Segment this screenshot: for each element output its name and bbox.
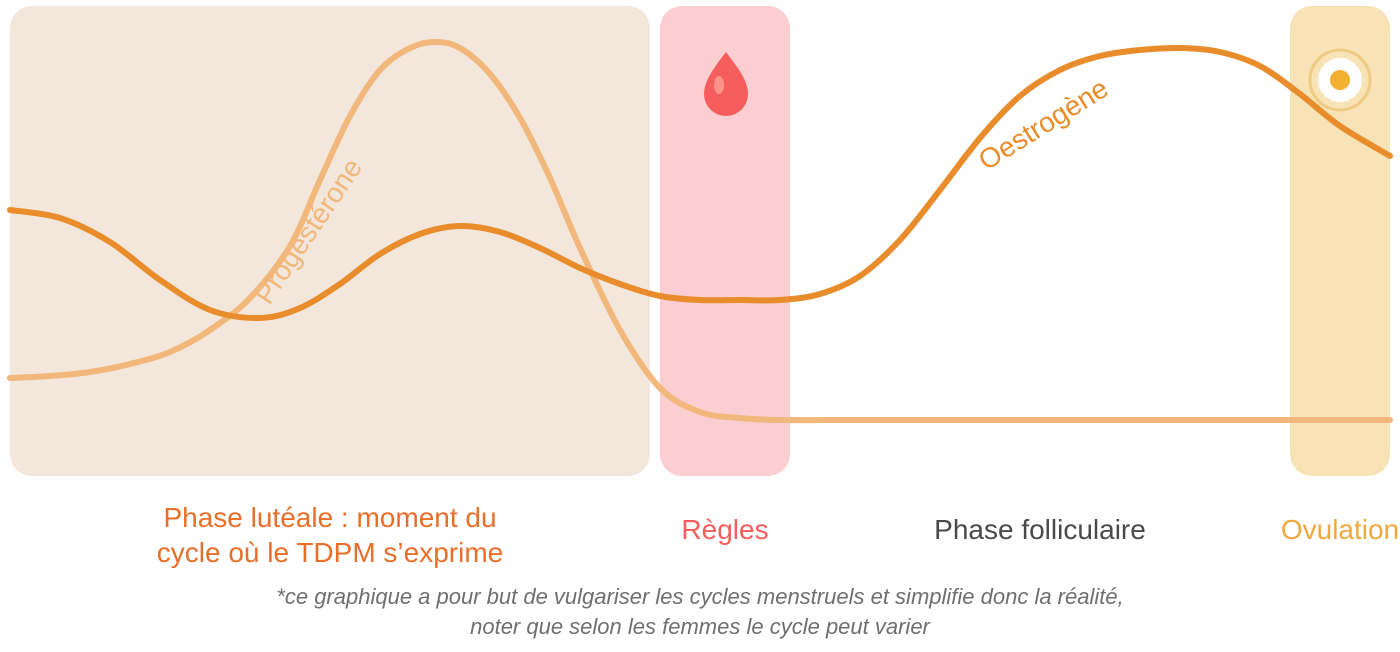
luteal-caption-line2: cycle où le TDPM s’exprime xyxy=(157,537,503,568)
oestrogen-label: Oestrogène xyxy=(973,72,1114,177)
ovulation-caption: Ovulation xyxy=(1140,512,1400,547)
luteal-caption-line1: Phase lutéale : moment du xyxy=(163,502,496,533)
menses-phase-panel xyxy=(660,6,790,476)
footnote: *ce graphique a pour but de vulgariser l… xyxy=(100,582,1300,641)
luteal-phase-panel xyxy=(10,6,650,476)
footnote-line1: *ce graphique a pour but de vulgariser l… xyxy=(276,584,1123,609)
footnote-line2: noter que selon les femmes le cycle peut… xyxy=(470,614,930,639)
ovulation-phase-panel xyxy=(1290,6,1390,476)
cycle-infographic: Progestérone Oestrogène Phase lutéale : … xyxy=(0,0,1400,652)
